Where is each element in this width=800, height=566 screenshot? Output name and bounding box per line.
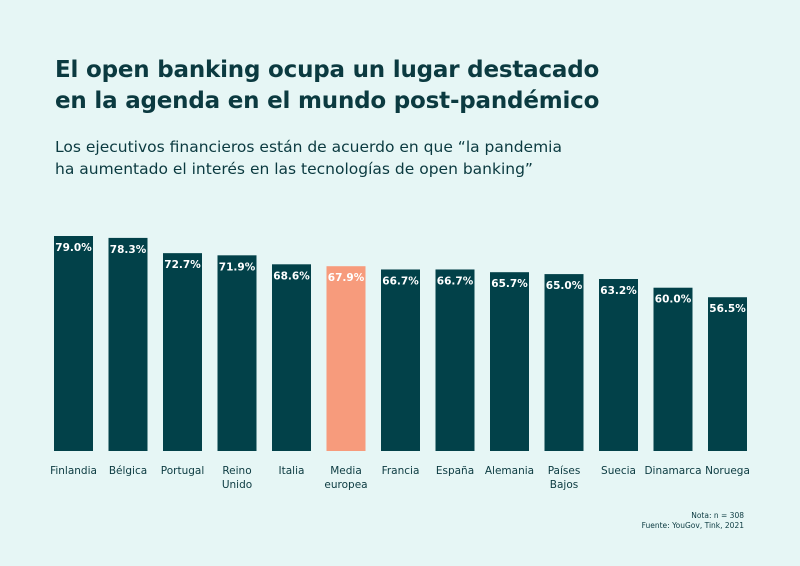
x-tick-label-espana: España — [436, 465, 474, 477]
x-tick-label-paises-bajos: Países Bajos — [548, 465, 581, 491]
data-label-reino-unido: 71.9% — [219, 261, 256, 273]
data-label-finlandia: 79.0% — [55, 242, 92, 254]
bar-media-europea — [326, 266, 366, 451]
bar-paises-bajos — [544, 274, 584, 451]
data-label-media-europea: 67.9% — [328, 272, 365, 284]
bar-dinamarca — [653, 287, 693, 451]
x-tick-label-francia: Francia — [382, 465, 420, 477]
x-tick-label-alemania: Alemania — [485, 465, 534, 477]
chart-title-line-1: El open banking ocupa un lugar destacado — [55, 57, 600, 83]
bar-portugal — [163, 253, 202, 451]
bar-noruega — [708, 297, 747, 451]
x-tick-label-suecia: Suecia — [601, 465, 636, 477]
chart-title-line-2: en la agenda en el mundo post-pandémico — [55, 88, 600, 114]
source-note: Fuente: YouGov, Tink, 2021 — [641, 521, 744, 530]
data-label-portugal: 72.7% — [164, 259, 201, 271]
chart-subtitle-line-2: ha aumentado el interés en las tecnologí… — [55, 160, 533, 178]
data-label-espana: 66.7% — [437, 275, 474, 287]
sample-note: Nota: n = 308 — [691, 511, 744, 520]
x-tick-label-noruega: Noruega — [705, 465, 750, 477]
chart-subtitle: Los ejecutivos financieros están de acue… — [55, 136, 755, 180]
x-tick-label-italia: Italia — [279, 465, 305, 477]
data-label-italia: 68.6% — [273, 270, 310, 282]
data-label-dinamarca: 60.0% — [655, 294, 692, 306]
x-tick-label-belgica: Bélgica — [109, 465, 147, 477]
data-label-belgica: 78.3% — [110, 244, 147, 256]
x-tick-label-finlandia: Finlandia — [50, 465, 97, 477]
x-tick-label-reino-unido: Reino Unido — [222, 465, 252, 491]
bar-belgica — [108, 237, 148, 451]
bar-italia — [272, 264, 311, 451]
data-label-noruega: 56.5% — [709, 303, 746, 315]
x-tick-label-dinamarca: Dinamarca — [644, 465, 701, 477]
data-label-suecia: 63.2% — [600, 285, 637, 297]
data-label-alemania: 65.7% — [491, 278, 528, 290]
x-tick-label-media-europea: Media europea — [324, 465, 367, 491]
bar-reino-unido — [217, 255, 257, 451]
bar-alemania — [490, 272, 529, 451]
chart-footnote: Nota: n = 308 Fuente: YouGov, Tink, 2021 — [642, 511, 744, 531]
chart-subtitle-line-1: Los ejecutivos financieros están de acue… — [55, 138, 562, 156]
data-label-francia: 66.7% — [382, 275, 419, 287]
x-tick-label-portugal: Portugal — [161, 465, 205, 477]
bar-finlandia — [54, 236, 93, 451]
chart-title: El open banking ocupa un lugar destacado… — [55, 55, 755, 117]
bar-espana — [435, 269, 475, 451]
data-label-paises-bajos: 65.0% — [546, 280, 583, 292]
bar-suecia — [599, 279, 638, 451]
bar-francia — [381, 269, 420, 451]
